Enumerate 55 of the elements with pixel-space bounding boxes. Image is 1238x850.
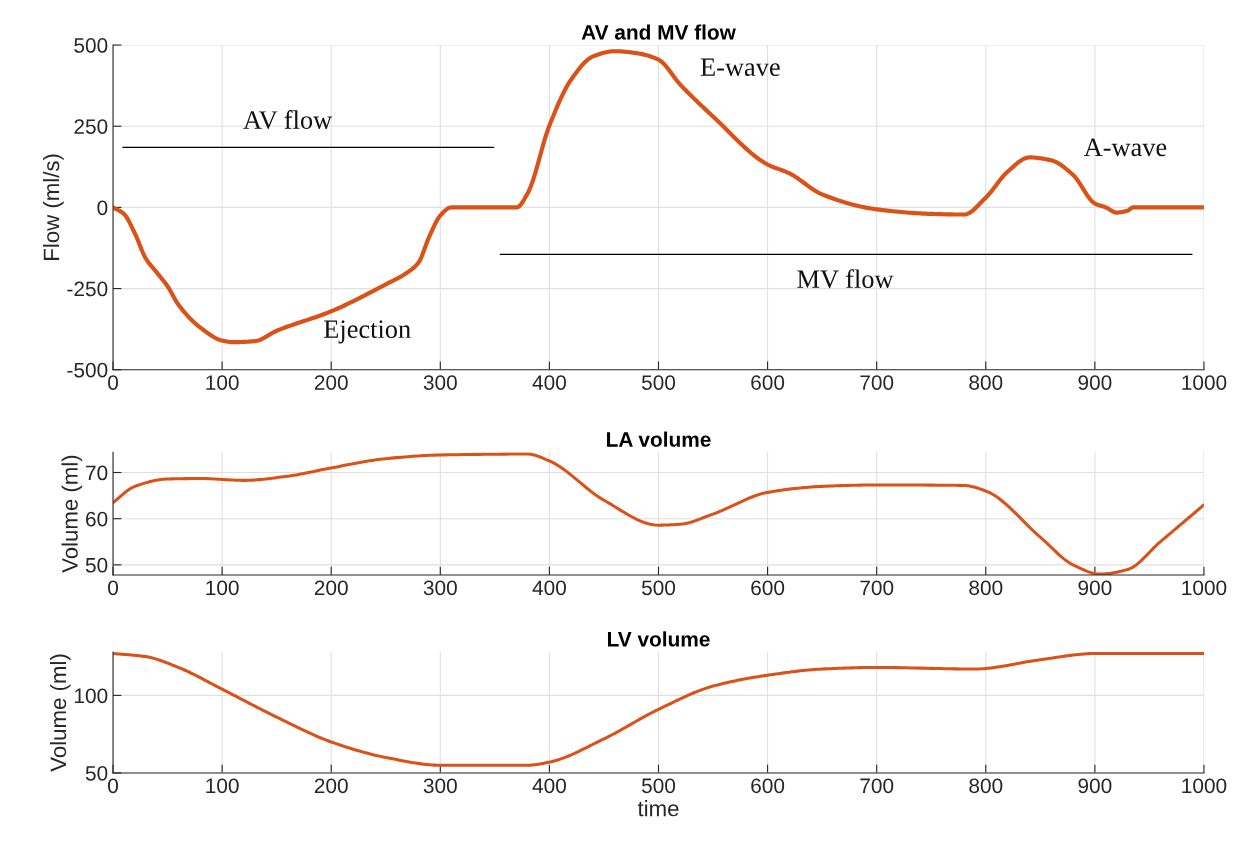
x-tick-label: 500 [641,580,676,596]
x-tick-label: 900 [1078,580,1112,596]
x-tick-label: 1000 [1182,580,1227,596]
x-tick-label: 800 [969,778,1003,794]
x-tick-label: 200 [314,580,348,596]
x-tick-label: 700 [860,375,894,390]
y-tick-label: 100 [75,688,108,704]
x-tick-label: 500 [641,375,676,390]
x-tick-label: 200 [314,375,348,390]
x-tick-label: 300 [423,580,457,596]
annotation: AV flow [243,110,333,130]
x-tick-label: 100 [206,778,239,794]
x-tick-label: 400 [532,375,566,390]
chart-title: AV and MV flow [581,24,736,40]
x-tick-label: 600 [751,778,785,794]
x-tick-label: 300 [423,778,457,794]
x-tick-label: 700 [860,580,894,596]
y-tick-label: 70 [86,465,108,481]
y-tick-label: -250 [67,281,108,297]
y-tick-label: 50 [85,765,108,781]
x-tick-label: 0 [108,778,119,794]
x-tick-label: 0 [108,580,119,596]
annotation: Ejection [324,320,411,344]
y-tick-label: 60 [86,511,108,527]
x-tick-label: 300 [423,375,457,390]
x-tick-label: 1000 [1182,778,1227,794]
annotation: A-wave [1083,138,1167,157]
x-tick-label: 700 [860,778,894,794]
x-tick-label: 1000 [1182,375,1227,390]
y-axis-title: Flow (ml/s) [42,154,64,260]
x-tick-label: 600 [751,580,785,596]
y-tick-label: 500 [74,38,108,53]
x-tick-label: 900 [1078,778,1112,794]
x-tick-label: 0 [108,375,119,390]
x-tick-label: 100 [206,580,239,596]
x-tick-label: 800 [969,375,1003,390]
x-tick-label: 100 [206,375,239,390]
y-tick-label: 50 [85,557,108,573]
x-tick-label: 800 [969,580,1003,596]
chart-title: LV volume [607,631,710,647]
annotation: MV flow [797,269,894,289]
y-tick-label: 250 [74,119,108,134]
chart-title: LA volume [607,431,711,447]
x-tick-label: 400 [532,580,566,596]
x-tick-label: 600 [751,375,785,390]
y-axis-title: Volume (ml) [61,455,83,573]
annotation: E-wave [700,58,780,77]
x-tick-label: 200 [314,778,348,794]
x-axis-title: time [637,800,679,817]
x-tick-label: 500 [641,778,676,794]
x-tick-label: 400 [532,778,566,794]
y-axis-title: Volume (ml) [49,654,71,772]
y-tick-label: 0 [97,200,108,216]
x-tick-label: 900 [1078,375,1112,390]
y-tick-label: -500 [67,362,108,378]
